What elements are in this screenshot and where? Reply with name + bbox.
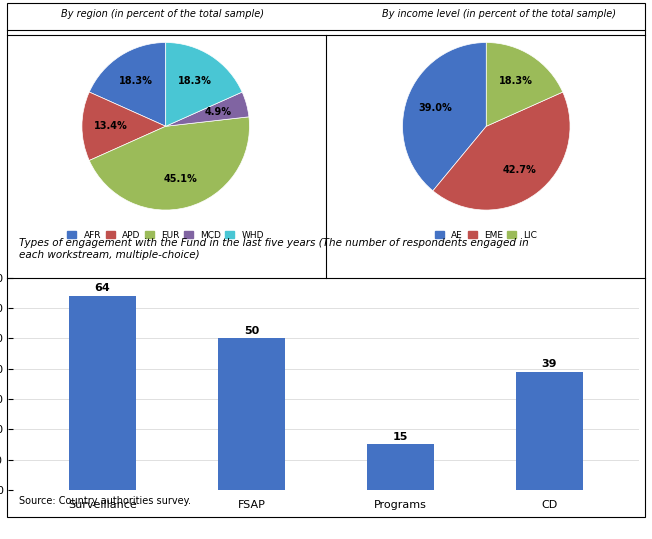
Bar <box>367 445 434 490</box>
Wedge shape <box>486 43 563 126</box>
Bar <box>218 338 285 490</box>
Text: 13.4%: 13.4% <box>95 121 128 132</box>
Text: 15: 15 <box>393 432 408 442</box>
Wedge shape <box>82 92 166 161</box>
Text: 4.9%: 4.9% <box>205 107 231 117</box>
Wedge shape <box>89 117 250 210</box>
Text: 39.0%: 39.0% <box>418 103 452 113</box>
Legend: AE, EME, LIC: AE, EME, LIC <box>432 227 541 243</box>
Wedge shape <box>402 43 486 191</box>
Text: 18.3%: 18.3% <box>179 75 213 86</box>
Bar <box>516 372 583 490</box>
Bar <box>69 296 136 490</box>
Text: 64: 64 <box>95 284 110 293</box>
Text: Types of engagement with the Fund in the last five years (The number of responde: Types of engagement with the Fund in the… <box>20 238 529 260</box>
Text: 42.7%: 42.7% <box>503 164 536 175</box>
Text: 18.3%: 18.3% <box>499 75 533 86</box>
Text: By region (in percent of the total sample): By region (in percent of the total sampl… <box>61 9 264 19</box>
Text: By income level (in percent of the total sample): By income level (in percent of the total… <box>381 9 615 19</box>
Text: 45.1%: 45.1% <box>163 174 197 184</box>
Wedge shape <box>166 92 249 126</box>
Text: Figure V.10. Respondents from Country Authorities: Figure V.10. Respondents from Country Au… <box>125 28 527 42</box>
Text: 39: 39 <box>542 359 557 369</box>
Text: 50: 50 <box>244 326 259 336</box>
Legend: AFR, APD, EUR, MCD, WHD: AFR, APD, EUR, MCD, WHD <box>64 227 268 243</box>
Text: Source: Country authorities survey.: Source: Country authorities survey. <box>20 496 191 506</box>
Wedge shape <box>433 92 570 210</box>
Wedge shape <box>89 43 166 126</box>
Text: 18.3%: 18.3% <box>119 75 153 86</box>
Wedge shape <box>166 43 242 126</box>
